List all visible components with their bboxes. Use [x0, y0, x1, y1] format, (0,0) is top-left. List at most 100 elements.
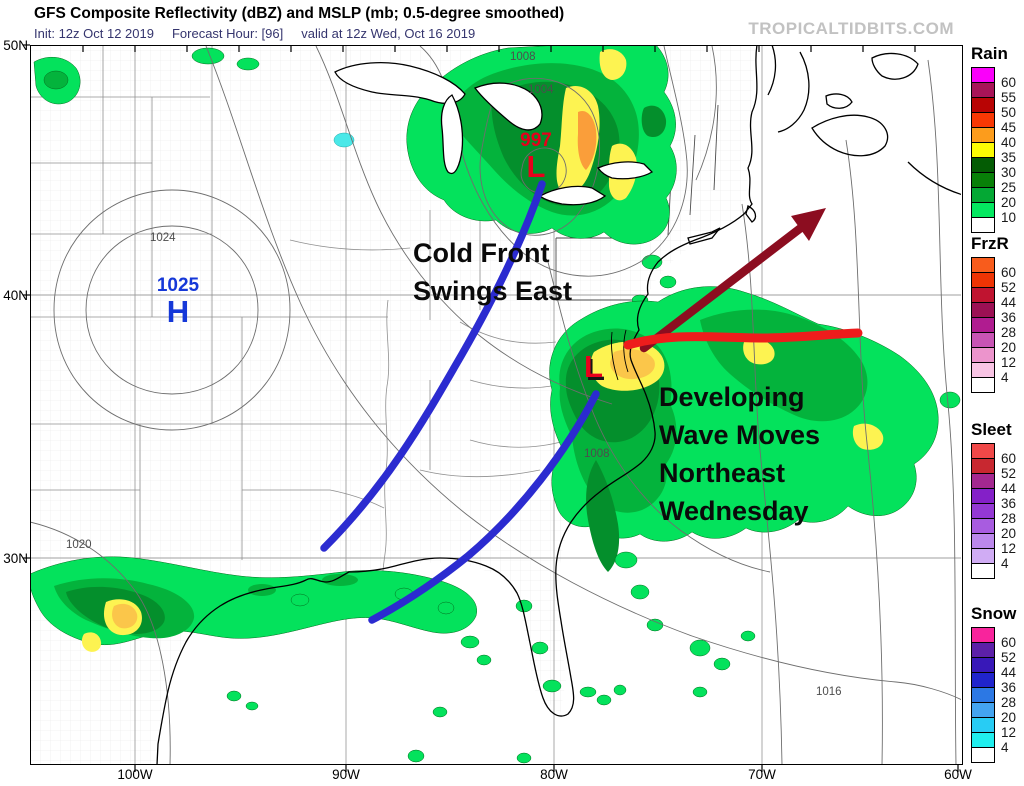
high-pressure-value: 1025: [156, 275, 200, 296]
legend-cell-label: 20: [1001, 195, 1017, 210]
legend-cell-label: 36: [1001, 310, 1017, 325]
frame-ticks: [82, 46, 916, 52]
storm-motion-arrow: [639, 208, 826, 353]
legend-cell-label: 20: [1001, 710, 1017, 725]
model-run-info: Init: 12z Oct 12 2019 Forecast Hour: [96]…: [34, 26, 493, 41]
legend-cell: 20: [971, 332, 1016, 355]
isobar-label-1016: 1016: [816, 686, 842, 698]
legend-cell: 12: [971, 717, 1016, 740]
legend-cell: [971, 217, 995, 233]
annotation-cold-front: Cold Front Swings East: [413, 234, 572, 310]
lat-label-30n: 30N: [3, 551, 28, 566]
legend-cell-label: 4: [1001, 740, 1009, 755]
axis-ticks: [23, 44, 959, 772]
legend-cell-label: 35: [1001, 150, 1017, 165]
legend-cell-label: 20: [1001, 526, 1017, 541]
legend-scale-sleet: Sleet 60 52 44 36 28 20 12 4: [971, 420, 1024, 579]
coastline: [156, 46, 961, 764]
legend-cell-label: 60: [1001, 75, 1017, 90]
legend-cell: 44: [971, 287, 1016, 310]
legend-cell-label: 45: [1001, 120, 1017, 135]
high-pressure-symbol: H: [166, 294, 190, 329]
legend-cell: 36: [971, 672, 1016, 695]
annotation-developing-wave: Developing Wave Moves Northeast Wednesda…: [659, 378, 820, 530]
legend-cell-label: 4: [1001, 370, 1009, 385]
legend-cell: [971, 563, 995, 579]
legend-cell: 50: [971, 97, 1016, 120]
legend-cell-label: 44: [1001, 295, 1017, 310]
legend-cell-label: 4: [1001, 556, 1009, 571]
low-pressure-symbol: L: [526, 149, 546, 184]
legend-cell: 4: [971, 362, 1009, 385]
forecast-hour: Forecast Hour: [96]: [171, 26, 284, 41]
legend-title: Snow: [971, 604, 1017, 623]
page-title: GFS Composite Reflectivity (dBZ) and MSL…: [34, 5, 565, 22]
lon-label-90w: 90W: [332, 767, 360, 782]
init-time: Init: 12z Oct 12 2019: [34, 26, 154, 41]
annotation-line: Wednesday: [659, 496, 809, 526]
site-watermark: TROPICALTIDBITS.COM: [748, 19, 954, 38]
legend-cell: 44: [971, 657, 1016, 680]
warm-front-red-line: [623, 328, 863, 350]
legend-scale-rain: Rain 60 55 50 45 40 35 30 25 20 10: [971, 44, 1024, 233]
legend-scale-snow: Snow 60 52 44 36 28 20 12 4: [971, 604, 1024, 763]
freezing-mix-speck: [333, 132, 355, 148]
legend-title: FrzR: [971, 234, 1009, 253]
legend-scale-frzr: FrzR 60 52 44 36 28 20 12 4: [971, 234, 1024, 393]
isobars: [31, 46, 961, 764]
legend-cell-label: 60: [1001, 265, 1017, 280]
coastal-low-symbol: L: [584, 349, 603, 384]
legend-cell-label: 52: [1001, 280, 1017, 295]
isobar-label-1024: 1024: [150, 232, 176, 244]
legend-cell: 4: [971, 548, 1009, 571]
cold-front-line-north: [320, 180, 546, 552]
legend-cell-label: 60: [1001, 635, 1017, 650]
isobar-label-1020: 1020: [66, 539, 92, 551]
legend-cell: 52: [971, 458, 1016, 481]
isobar-label-1008-south: 1008: [584, 448, 610, 460]
annotation-line: Swings East: [413, 276, 573, 306]
legend-cell-label: 50: [1001, 105, 1017, 120]
legend-cell-label: 44: [1001, 481, 1017, 496]
legend-cell: 60: [971, 627, 1016, 650]
legend-cell-label: 10: [1001, 210, 1017, 225]
annotation-line: Northeast: [659, 458, 786, 488]
precip-north-specks: [33, 47, 355, 148]
legend-cell-label: 28: [1001, 325, 1017, 340]
legend-cell: 52: [971, 642, 1016, 665]
legend-cell-label: 12: [1001, 541, 1017, 556]
low-pressure-997: 997 L: [506, 131, 566, 182]
northeast-state-borders: [555, 104, 719, 301]
legend-cell-label: 36: [1001, 496, 1017, 511]
legend-cell: 28: [971, 317, 1016, 340]
isobar-label-1008: 1008: [510, 51, 536, 63]
valid-time: valid at 12z Wed, Oct 16 2019: [301, 26, 476, 41]
legend-cell: 55: [971, 82, 1016, 105]
lon-label-100w: 100W: [117, 767, 153, 782]
legend-cell: 28: [971, 503, 1016, 526]
legend-cell: [971, 377, 995, 393]
legend-cell: 36: [971, 302, 1016, 325]
legend-cell-label: 52: [1001, 650, 1017, 665]
legend-cell-label: 28: [1001, 511, 1017, 526]
legend-cell: 30: [971, 157, 1016, 180]
legend-cell: 60: [971, 257, 1016, 280]
annotation-line: Wave Moves: [659, 420, 821, 450]
legend-cell-label: 44: [1001, 665, 1017, 680]
legend-cell: 12: [971, 347, 1016, 370]
lat-label-50n: 50N: [3, 38, 28, 53]
legend-cell-label: 52: [1001, 466, 1017, 481]
legend-cell: 28: [971, 687, 1016, 710]
legend-cell-label: 40: [1001, 135, 1017, 150]
legend-cell: [971, 747, 995, 763]
isobar-label-1004: 1004: [528, 84, 554, 96]
legend-title: Rain: [971, 44, 1008, 63]
legend-cell-label: 12: [1001, 725, 1017, 740]
annotation-line: Developing: [659, 382, 805, 412]
legend-cell: 44: [971, 473, 1016, 496]
legend-cell: 10: [971, 202, 1016, 225]
legend-cell: 40: [971, 127, 1016, 150]
legend-cell-label: 28: [1001, 695, 1017, 710]
